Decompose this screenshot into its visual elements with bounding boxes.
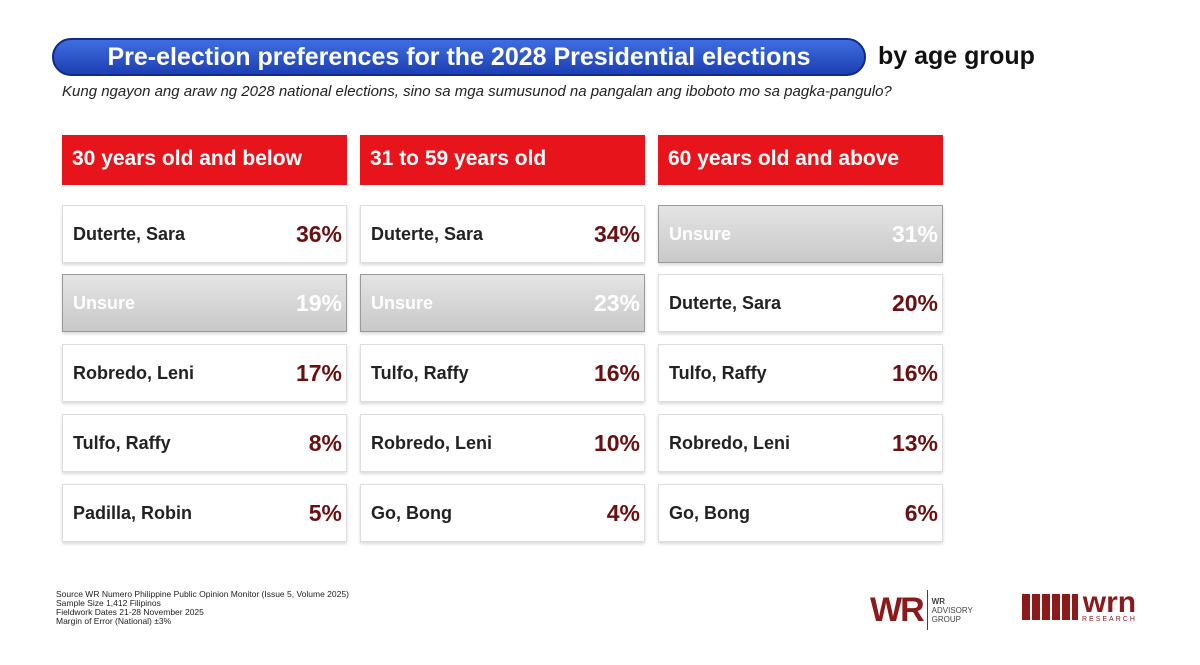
group-column: 60 years old and above Unsure 31% Duterte, … bbox=[658, 135, 943, 542]
question: Kung ngayon ang araw ng 2028 national el… bbox=[62, 83, 892, 100]
footer: Source WR Numero Philippine Public Opini… bbox=[56, 590, 349, 626]
candidate-name: Robredo, Leni bbox=[73, 362, 194, 383]
candidate-name: Go, Bong bbox=[669, 502, 750, 523]
candidate-name: Robredo, Leni bbox=[371, 432, 492, 453]
result-row: Unsure 19% bbox=[62, 274, 347, 332]
group-column: 31 to 59 years old Duterte, Sara 34% Unsure… bbox=[360, 135, 645, 542]
candidate-share: 5% bbox=[308, 499, 342, 526]
title: Pre-election preferences for the 2028 Pr… bbox=[52, 38, 866, 76]
candidate-name: Unsure bbox=[73, 292, 136, 313]
candidate-share: 8% bbox=[308, 429, 342, 456]
wr-mark: WR bbox=[870, 590, 925, 629]
wrn-text: wrn bbox=[1082, 586, 1137, 619]
candidate-share: 13% bbox=[891, 429, 938, 456]
candidate-share: 34% bbox=[593, 220, 640, 247]
candidate-name: Duterte, Sara bbox=[371, 223, 484, 244]
candidate-share: 36% bbox=[295, 220, 342, 247]
wr-small: WR bbox=[931, 596, 945, 606]
wrn-sub: RESEARCH bbox=[1082, 616, 1137, 623]
candidate-name: Robredo, Leni bbox=[669, 432, 790, 453]
result-row: Robredo, Leni 17% bbox=[62, 344, 347, 402]
result-row: Robredo, Leni 10% bbox=[360, 414, 645, 472]
candidate-name: Tulfo, Raffy bbox=[73, 432, 171, 453]
candidate-name: Duterte, Sara bbox=[73, 223, 186, 244]
result-row: Tulfo, Raffy 16% bbox=[658, 344, 943, 402]
candidate-name: Unsure bbox=[371, 292, 434, 313]
result-row: Padilla, Robin 5% bbox=[62, 484, 347, 542]
result-row: Tulfo, Raffy 8% bbox=[62, 414, 347, 472]
wr-line: ADVISORY bbox=[931, 605, 973, 615]
candidate-share: 20% bbox=[891, 289, 938, 316]
candidate-name: Go, Bong bbox=[371, 502, 452, 523]
wr-logo: WR WR ADVISORY GROUP bbox=[870, 590, 973, 630]
candidate-name: Tulfo, Raffy bbox=[371, 362, 469, 383]
candidate-share: 17% bbox=[295, 359, 342, 386]
result-row: Unsure 23% bbox=[360, 274, 645, 332]
group-column: 30 years old and below Duterte, Sara 36% Un… bbox=[62, 135, 347, 542]
group-header: 60 years old and above bbox=[658, 135, 943, 185]
title-suffix: by age group bbox=[878, 42, 1035, 70]
candidate-share: 10% bbox=[593, 429, 640, 456]
candidate-name: Tulfo, Raffy bbox=[669, 362, 767, 383]
result-row: Go, Bong 4% bbox=[360, 484, 645, 542]
candidate-name: Padilla, Robin bbox=[73, 502, 193, 523]
note: Fieldwork Dates 21-28 November 2025 bbox=[56, 607, 204, 617]
wr-line: GROUP bbox=[931, 614, 961, 624]
result-row: Duterte, Sara 36% bbox=[62, 205, 347, 263]
wrn-logo: wrn RESEARCH bbox=[1022, 586, 1137, 623]
candidate-share: 23% bbox=[593, 289, 640, 316]
result-row: Duterte, Sara 20% bbox=[658, 274, 943, 332]
group-header: 31 to 59 years old bbox=[360, 135, 645, 185]
group-header: 30 years old and below bbox=[62, 135, 347, 185]
result-row: Go, Bong 6% bbox=[658, 484, 943, 542]
note: Source WR Numero Philippine Public Opini… bbox=[56, 589, 349, 599]
result-row: Robredo, Leni 13% bbox=[658, 414, 943, 472]
note: Sample Size 1,412 Filipinos bbox=[56, 598, 161, 608]
result-row: Tulfo, Raffy 16% bbox=[360, 344, 645, 402]
wrn-icon bbox=[1022, 593, 1078, 620]
candidate-name: Duterte, Sara bbox=[669, 292, 782, 313]
candidate-share: 19% bbox=[295, 289, 342, 316]
result-row: Unsure 31% bbox=[658, 205, 943, 263]
candidate-share: 31% bbox=[891, 220, 938, 247]
result-row: Duterte, Sara 34% bbox=[360, 205, 645, 263]
candidate-share: 4% bbox=[606, 499, 640, 526]
candidate-share: 16% bbox=[593, 359, 640, 386]
candidate-share: 6% bbox=[904, 499, 938, 526]
candidate-share: 16% bbox=[891, 359, 938, 386]
candidate-name: Unsure bbox=[669, 223, 732, 244]
note: Margin of Error (National) ±3% bbox=[56, 616, 172, 626]
